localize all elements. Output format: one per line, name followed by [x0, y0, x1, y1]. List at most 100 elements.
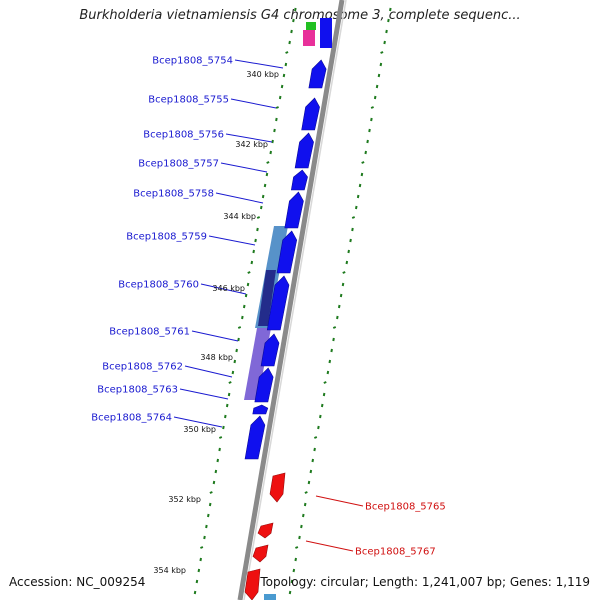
outer-tick	[330, 348, 333, 353]
inner-tick	[195, 579, 199, 584]
outer-tick	[311, 458, 315, 463]
label-leader-line	[173, 416, 223, 428]
label-leader-line	[215, 192, 264, 204]
inner-tick	[261, 194, 265, 199]
inner-tick	[203, 535, 206, 540]
gene-label-forward[interactable]: Bcep1808_5763	[97, 385, 178, 396]
outer-tick	[322, 392, 326, 397]
gene-label-forward[interactable]: Bcep1808_5759	[126, 232, 207, 243]
inner-tick	[228, 381, 232, 384]
outer-tick	[377, 73, 381, 78]
forward-gene-arrow[interactable]	[290, 169, 308, 191]
inner-tick	[233, 359, 237, 364]
forward-gene-arrow[interactable]	[294, 132, 314, 169]
outer-tick	[351, 216, 356, 219]
inner-tick	[218, 436, 223, 439]
gene-block-lightblue[interactable]	[264, 594, 276, 600]
outer-tick	[387, 18, 390, 23]
reverse-gene-arrow[interactable]	[257, 522, 274, 539]
gene-label-forward[interactable]: Bcep1808_5758	[133, 189, 214, 200]
reverse-gene-arrow[interactable]	[252, 544, 269, 563]
forward-gene-arrow[interactable]	[301, 97, 320, 131]
gene-label-forward[interactable]: Bcep1808_5762	[102, 362, 183, 373]
inner-tick	[259, 205, 263, 210]
inner-tick	[200, 546, 204, 549]
gene-block-blue[interactable]	[320, 18, 332, 48]
backbone-highlight	[243, 0, 347, 600]
reverse-gene-arrow[interactable]	[244, 568, 261, 600]
label-leader-line	[230, 98, 277, 109]
accession-text: Accession: NC_009254	[9, 575, 146, 589]
inner-tick	[244, 293, 248, 298]
forward-gene-arrow[interactable]	[244, 415, 266, 460]
outer-tick	[290, 579, 294, 584]
gene-label-forward[interactable]: Bcep1808_5764	[91, 413, 172, 424]
inner-tick	[256, 216, 261, 219]
inner-tick	[197, 568, 201, 573]
gene-block-green[interactable]	[306, 22, 316, 30]
gene-label-reverse[interactable]: Bcep1808_5765	[365, 502, 446, 513]
inner-tick	[227, 392, 231, 397]
map-title: Burkholderia vietnamiensis G4 chromosome…	[79, 8, 521, 23]
kbp-tick-label: 346 kbp	[212, 284, 245, 293]
backbone-line	[237, 0, 345, 600]
gene-labels[interactable]: Bcep1808_5754 Bcep1808_5755 Bcep1808_5756 B…	[91, 56, 446, 558]
outer-tick	[361, 161, 365, 164]
outer-tick	[336, 315, 339, 320]
inner-tick	[282, 73, 286, 78]
outer-tick	[379, 62, 383, 67]
outer-tick	[341, 282, 345, 287]
kbp-tick-label: 340 kbp	[246, 70, 279, 79]
gene-label-forward[interactable]: Bcep1808_5756	[143, 130, 224, 141]
inner-tick	[256, 227, 259, 232]
outer-tick	[302, 513, 305, 518]
outer-tick	[337, 304, 341, 309]
outer-tick	[385, 29, 388, 34]
kbp-tick-label: 350 kbp	[183, 425, 216, 434]
outer-tick	[339, 293, 343, 298]
inner-tick	[284, 62, 288, 67]
outer-tick	[342, 271, 346, 274]
gene-features[interactable]	[244, 18, 332, 600]
inner-tick	[214, 469, 218, 474]
outer-tick	[313, 447, 316, 452]
inner-tick	[235, 348, 238, 353]
outer-tick	[332, 326, 337, 329]
chromosome-backbone	[237, 0, 347, 600]
outer-tick	[356, 194, 360, 199]
inner-tick	[254, 238, 257, 243]
inner-tick	[224, 414, 227, 419]
inner-tick	[199, 557, 203, 562]
inner-tick	[193, 590, 197, 595]
reverse-gene-arrow[interactable]	[269, 472, 286, 503]
inner-tick	[269, 150, 273, 155]
gene-label-reverse[interactable]: Bcep1808_5767	[355, 547, 436, 558]
forward-gene-arrow[interactable]	[266, 275, 290, 331]
outer-tick	[358, 183, 362, 188]
gene-label-forward[interactable]: Bcep1808_5761	[109, 327, 190, 338]
forward-gene-arrow[interactable]	[254, 367, 274, 403]
gene-label-forward[interactable]: Bcep1808_5754	[152, 56, 233, 67]
outer-tick	[304, 491, 308, 494]
inner-tick	[273, 128, 276, 133]
inner-tick	[265, 172, 269, 177]
forward-gene-arrow[interactable]	[260, 333, 280, 367]
forward-gene-arrow[interactable]	[284, 191, 304, 229]
gene-label-forward[interactable]: Bcep1808_5760	[118, 280, 199, 291]
gene-block-pink[interactable]	[303, 30, 315, 46]
inner-tick	[266, 161, 270, 164]
outer-tick	[307, 480, 311, 485]
forward-gene-arrow[interactable]	[252, 404, 269, 415]
outer-tick	[298, 535, 301, 540]
gene-label-forward[interactable]: Bcep1808_5755	[148, 95, 229, 106]
inner-tick	[280, 84, 284, 89]
forward-gene-arrow[interactable]	[308, 59, 327, 89]
gene-label-forward[interactable]: Bcep1808_5757	[138, 159, 219, 170]
inner-tick	[246, 282, 250, 287]
outer-tick	[364, 150, 368, 155]
label-leader-line	[184, 365, 233, 378]
outer-tick	[323, 381, 327, 384]
outer-tick	[332, 337, 335, 342]
forward-gene-arrow[interactable]	[276, 230, 298, 274]
